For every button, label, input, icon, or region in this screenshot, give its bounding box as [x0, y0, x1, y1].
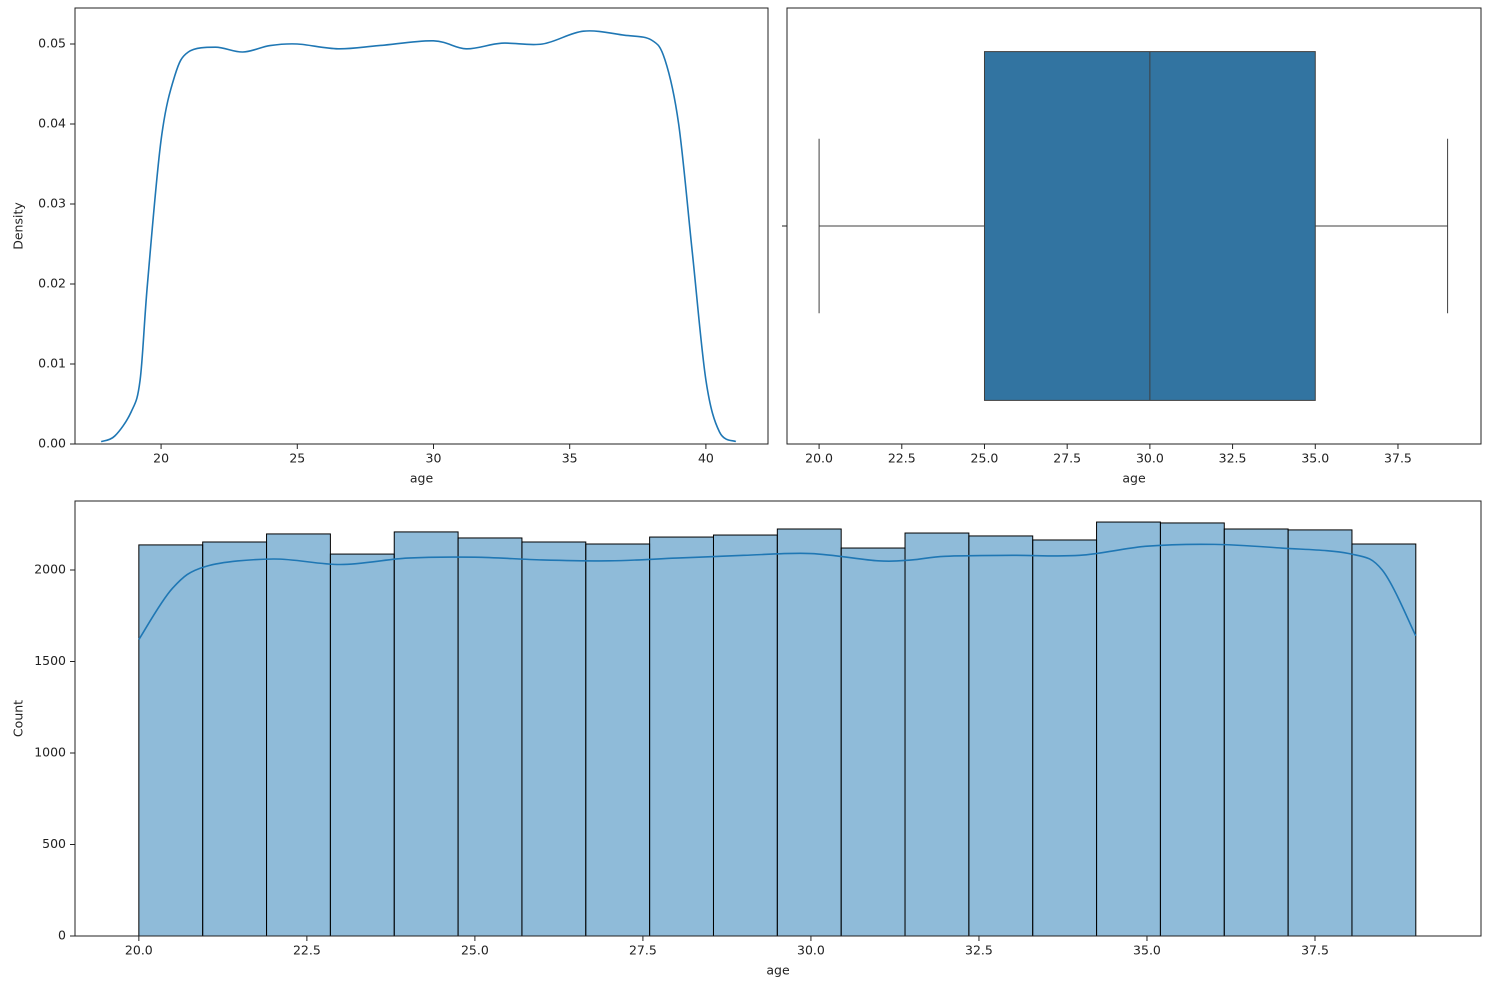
y-tick-label: 500	[42, 836, 66, 851]
x-tick-label: 37.5	[1301, 943, 1329, 958]
x-tick-label: 32.5	[965, 943, 993, 958]
x-axis-label: age	[1122, 471, 1146, 486]
kde-line	[100, 30, 737, 443]
y-tick-label: 0.01	[38, 356, 66, 371]
hist-bar	[266, 533, 331, 937]
axes-frame	[786, 7, 1482, 445]
hist-bar	[457, 537, 523, 937]
y-tick-label: 0.02	[38, 276, 66, 291]
hist-bar	[904, 532, 970, 937]
y-tick-label: 1000	[34, 744, 66, 759]
kde-line	[138, 543, 1417, 640]
x-tick-label: 35	[562, 451, 578, 466]
x-tick-label: 25.0	[971, 451, 999, 466]
hist-bar	[329, 553, 395, 937]
hist-bar	[968, 535, 1034, 937]
hist-bar	[202, 541, 268, 937]
y-axis-label: Density	[11, 202, 26, 250]
x-tick-label: 27.5	[1053, 451, 1081, 466]
x-tick-label: 22.5	[293, 943, 321, 958]
hist-bar	[1223, 528, 1289, 937]
hist-bar	[840, 547, 906, 937]
x-tick-label: 20.0	[125, 943, 153, 958]
x-tick-label: 20.0	[805, 451, 833, 466]
axes-frame	[74, 500, 1482, 937]
y-tick-label: 0.05	[38, 36, 66, 51]
x-tick-label: 20	[153, 451, 169, 466]
hist-bar	[585, 543, 651, 937]
hist-bar	[649, 536, 714, 937]
x-tick-label: 35.0	[1301, 451, 1329, 466]
x-tick-label: 30.0	[797, 943, 825, 958]
hist-bar	[393, 531, 459, 937]
x-tick-label: 40	[698, 451, 714, 466]
hist-bar	[712, 534, 778, 937]
y-tick-label: 0	[58, 928, 66, 943]
y-tick-label: 1500	[34, 653, 66, 668]
x-tick-label: 22.5	[888, 451, 916, 466]
hist-bar	[1159, 522, 1225, 937]
y-tick-label: 0.00	[38, 436, 66, 451]
x-tick-label: 37.5	[1384, 451, 1412, 466]
y-axis-label: Count	[11, 700, 26, 737]
x-tick-label: 25	[289, 451, 305, 466]
y-tick-label: 0.04	[38, 116, 66, 131]
y-tick-label: 2000	[34, 561, 66, 576]
x-tick-label: 30	[426, 451, 442, 466]
hist-bar	[776, 528, 842, 937]
x-tick-label: 25.0	[461, 943, 489, 958]
hist-bar	[138, 544, 204, 937]
hist-bar	[1287, 529, 1353, 937]
hist-bar	[1351, 543, 1417, 937]
hist-bar	[521, 541, 587, 937]
x-tick-label: 30.0	[1136, 451, 1164, 466]
x-tick-label: 27.5	[629, 943, 657, 958]
hist-bar	[1096, 521, 1161, 937]
y-tick-label: 0.03	[38, 196, 66, 211]
x-tick-label: 32.5	[1219, 451, 1247, 466]
x-tick-label: 35.0	[1133, 943, 1161, 958]
x-axis-label: age	[766, 963, 790, 978]
hist-bar	[1032, 539, 1098, 937]
axes-frame	[74, 7, 769, 445]
x-axis-label: age	[410, 471, 434, 486]
